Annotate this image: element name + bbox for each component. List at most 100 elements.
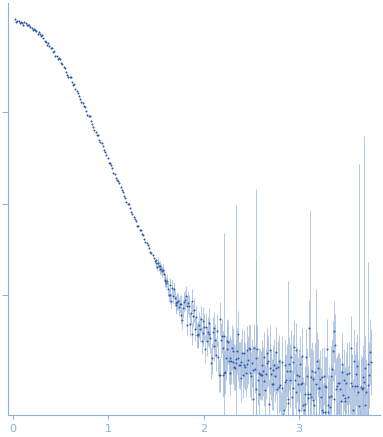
Point	[172, 300, 178, 307]
Point	[205, 328, 211, 335]
Point	[95, 132, 101, 139]
Point	[49, 44, 55, 51]
Point	[129, 211, 136, 218]
Point	[279, 385, 285, 392]
Point	[203, 323, 209, 330]
Point	[293, 347, 299, 354]
Point	[44, 42, 50, 49]
Point	[215, 354, 221, 361]
Point	[170, 292, 176, 299]
Point	[236, 331, 242, 338]
Point	[147, 249, 153, 256]
Point	[200, 329, 206, 336]
Point	[239, 349, 245, 356]
Point	[308, 393, 314, 400]
Point	[250, 367, 256, 374]
Point	[278, 414, 284, 421]
Point	[76, 93, 82, 100]
Point	[230, 347, 236, 354]
Point	[14, 18, 20, 25]
Point	[333, 385, 339, 392]
Point	[286, 360, 292, 367]
Point	[133, 218, 139, 225]
Point	[220, 371, 226, 378]
Point	[282, 362, 288, 369]
Point	[304, 395, 311, 402]
Point	[321, 373, 327, 380]
Point	[72, 85, 79, 92]
Point	[217, 372, 223, 379]
Point	[226, 354, 232, 361]
Point	[20, 21, 26, 28]
Point	[276, 384, 282, 391]
Point	[368, 358, 374, 365]
Point	[197, 326, 203, 333]
Point	[304, 373, 310, 380]
Point	[241, 361, 247, 368]
Point	[153, 257, 159, 264]
Point	[118, 184, 124, 191]
Point	[251, 345, 257, 352]
Point	[70, 81, 76, 88]
Point	[354, 383, 360, 390]
Point	[327, 392, 334, 399]
Point	[161, 271, 167, 278]
Point	[245, 357, 251, 364]
Point	[287, 377, 293, 384]
Point	[62, 65, 68, 72]
Point	[237, 362, 243, 369]
Point	[108, 162, 114, 169]
Point	[307, 391, 313, 398]
Point	[201, 323, 207, 330]
Point	[18, 19, 24, 26]
Point	[145, 241, 151, 248]
Point	[242, 363, 248, 370]
Point	[324, 402, 331, 409]
Point	[59, 61, 65, 68]
Point	[255, 369, 262, 376]
Point	[191, 307, 197, 314]
Point	[211, 342, 217, 349]
Point	[336, 380, 342, 387]
Point	[204, 338, 210, 345]
Point	[188, 310, 194, 317]
Point	[332, 341, 338, 348]
Point	[244, 347, 250, 354]
Point	[360, 385, 366, 392]
Point	[111, 171, 118, 178]
Point	[190, 330, 196, 337]
Point	[29, 24, 35, 31]
Point	[310, 375, 316, 382]
Point	[127, 204, 133, 211]
Point	[359, 386, 365, 393]
Point	[356, 402, 362, 409]
Point	[182, 296, 188, 303]
Point	[338, 397, 344, 404]
Point	[229, 358, 236, 365]
Point	[234, 347, 240, 354]
Point	[265, 357, 271, 364]
Point	[71, 81, 77, 88]
Point	[97, 138, 103, 145]
Point	[155, 263, 162, 270]
Point	[140, 231, 146, 238]
Point	[65, 74, 72, 81]
Point	[315, 365, 321, 372]
Point	[154, 264, 160, 271]
Point	[331, 395, 337, 402]
Point	[39, 31, 45, 38]
Point	[163, 280, 169, 287]
Point	[340, 391, 346, 398]
Point	[102, 149, 108, 156]
Point	[107, 159, 113, 166]
Point	[330, 347, 336, 354]
Point	[184, 302, 190, 309]
Point	[233, 359, 239, 366]
Point	[171, 286, 177, 293]
Point	[354, 362, 360, 369]
Point	[362, 365, 368, 372]
Point	[139, 230, 145, 237]
Point	[166, 291, 172, 298]
Point	[365, 381, 372, 388]
Point	[74, 87, 80, 94]
